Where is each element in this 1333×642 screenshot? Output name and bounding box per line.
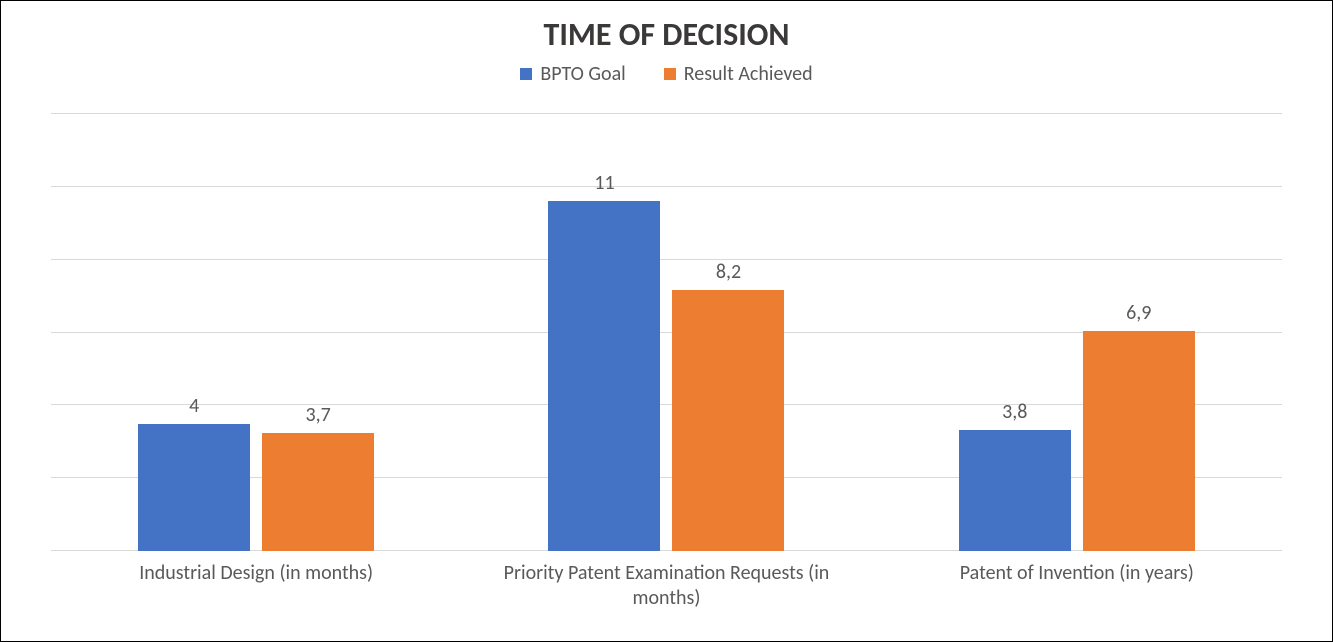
plot-area: 43,7118,23,86,9: [51, 114, 1282, 551]
x-category-label-2: Patent of Invention (in years): [874, 561, 1280, 631]
bar-0-1: 3,7: [262, 403, 374, 551]
bar-groups: 43,7118,23,86,9: [51, 114, 1282, 551]
legend-item-1: Result Achieved: [664, 62, 813, 86]
bar-rect: [548, 201, 660, 551]
bar-value-label: 4: [189, 394, 199, 418]
bar-value-label: 11: [594, 171, 614, 195]
chart-frame: TIME OF DECISION BPTO Goal Result Achieve…: [0, 0, 1333, 642]
bar-group-2: 3,8 6,9: [959, 301, 1195, 551]
bar-2-0: 3,8: [959, 400, 1071, 551]
bar-rect: [262, 433, 374, 551]
legend-swatch-icon: [520, 68, 532, 80]
bar-value-label: 6,9: [1126, 301, 1151, 325]
bar-group-0: 43,7: [138, 394, 374, 551]
bar-group-1: 118,2: [548, 171, 784, 551]
bar-value-label: 3,7: [306, 403, 331, 427]
x-category-label-1: Priority Patent Examination Requests (in…: [463, 561, 869, 631]
chart-legend: BPTO Goal Result Achieved: [31, 62, 1302, 86]
bar-rect: [672, 290, 784, 551]
bar-value-label: 3,8: [1002, 400, 1027, 424]
legend-label: Result Achieved: [684, 62, 813, 86]
bar-1-0: 11: [548, 171, 660, 551]
bar-rect: [1083, 331, 1195, 551]
bar-0-0: 4: [138, 394, 250, 551]
bar-1-1: 8,2: [672, 260, 784, 551]
legend-swatch-icon: [664, 68, 676, 80]
x-axis-labels: Industrial Design (in months)Priority Pa…: [51, 561, 1282, 631]
legend-item-0: BPTO Goal: [520, 62, 625, 86]
bar-rect: [959, 430, 1071, 551]
chart-title: TIME OF DECISION: [31, 15, 1302, 54]
bar-2-1: 6,9: [1083, 301, 1195, 551]
bar-value-label: 8,2: [716, 260, 741, 284]
x-category-label-0: Industrial Design (in months): [53, 561, 459, 631]
bar-rect: [138, 424, 250, 551]
legend-label: BPTO Goal: [540, 62, 625, 86]
